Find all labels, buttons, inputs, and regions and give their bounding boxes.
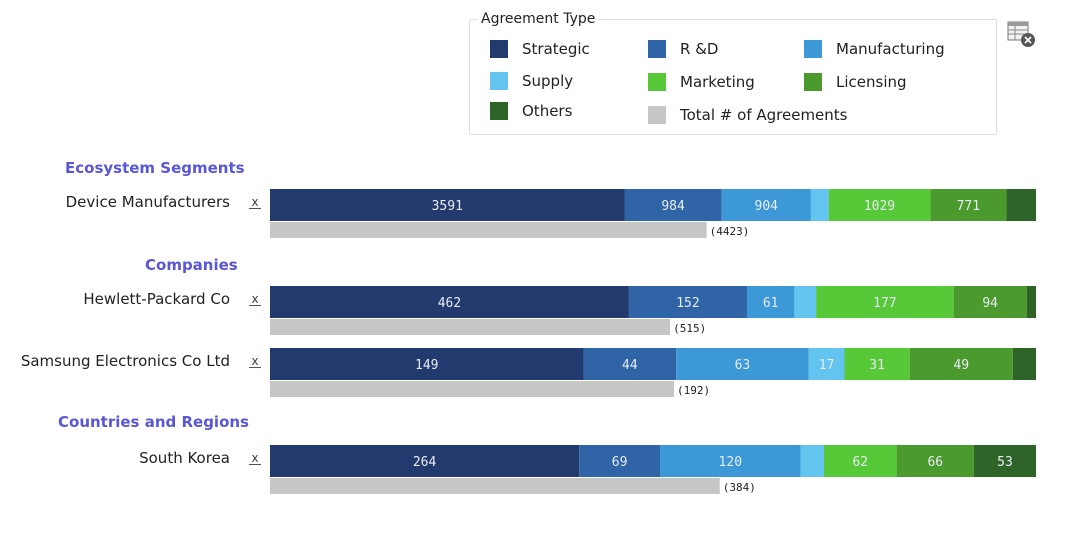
legend-label: Total # of Agreements bbox=[680, 106, 848, 124]
remove-row-button[interactable]: x bbox=[249, 293, 261, 306]
bar-segment[interactable] bbox=[270, 189, 625, 221]
bar-value-label: 3591 bbox=[432, 199, 463, 214]
legend-swatch bbox=[804, 73, 822, 91]
bar-value-label: 61 bbox=[763, 296, 779, 311]
legend-item-strategic[interactable]: Strategic bbox=[490, 40, 590, 58]
legend-item-supply[interactable]: Supply bbox=[490, 72, 573, 90]
bar-segment[interactable] bbox=[794, 286, 817, 318]
bar-value-label: 177 bbox=[873, 296, 896, 311]
bar-segment[interactable] bbox=[844, 348, 910, 380]
bar-value-label: 771 bbox=[957, 199, 980, 214]
row-label-device-manufacturers: Device Manufacturers bbox=[65, 193, 230, 211]
bar-value-label: 66 bbox=[927, 455, 943, 470]
legend: Agreement Type Strategic R &D Manufactur… bbox=[469, 11, 997, 135]
remove-row-button[interactable]: x bbox=[249, 355, 261, 368]
legend-item-licensing[interactable]: Licensing bbox=[804, 73, 907, 91]
total-agreements-label: (515) bbox=[673, 322, 706, 335]
row-label-hewlett-packard: Hewlett-Packard Co bbox=[83, 290, 230, 308]
row-label-south-korea: South Korea bbox=[139, 449, 230, 467]
legend-swatch bbox=[648, 40, 666, 58]
bar-segment[interactable] bbox=[828, 189, 931, 221]
legend-item-others[interactable]: Others bbox=[490, 102, 572, 120]
bar-segment[interactable] bbox=[270, 348, 584, 380]
bar-segment[interactable] bbox=[909, 348, 1013, 380]
section-heading-companies: Companies bbox=[145, 256, 238, 274]
bar-value-label: 31 bbox=[869, 358, 885, 373]
legend-title: Agreement Type bbox=[478, 11, 599, 27]
remove-row-button[interactable]: x bbox=[249, 196, 261, 209]
bar-segment[interactable] bbox=[800, 445, 825, 477]
bar-segment[interactable] bbox=[1006, 189, 1036, 221]
total-agreements-bar[interactable] bbox=[270, 319, 671, 335]
row-label-samsung: Samsung Electronics Co Ltd bbox=[20, 352, 230, 370]
bar-value-label: 120 bbox=[719, 455, 742, 470]
legend-label: R &D bbox=[680, 40, 719, 58]
total-agreements-label: (192) bbox=[677, 384, 710, 397]
bar-segment[interactable] bbox=[579, 445, 661, 477]
remove-row-button[interactable]: x bbox=[249, 452, 261, 465]
bar-value-label: 44 bbox=[622, 358, 638, 373]
legend-swatch bbox=[648, 106, 666, 124]
total-agreements-label: (384) bbox=[723, 481, 756, 494]
bar-value-label: 152 bbox=[676, 296, 699, 311]
section-heading-ecosystem: Ecosystem Segments bbox=[65, 159, 245, 177]
bar-value-label: 94 bbox=[982, 296, 998, 311]
legend-item-total[interactable]: Total # of Agreements bbox=[648, 106, 847, 124]
legend-swatch bbox=[490, 102, 508, 120]
bar-segment[interactable] bbox=[583, 348, 677, 380]
bar-segment[interactable] bbox=[896, 445, 974, 477]
bar-value-label: 904 bbox=[755, 199, 779, 214]
legend-item-marketing[interactable]: Marketing bbox=[648, 73, 755, 91]
legend-label: Supply bbox=[522, 72, 574, 90]
total-agreements-bar[interactable] bbox=[270, 381, 675, 397]
bar-segment[interactable] bbox=[808, 348, 845, 380]
bar-segment[interactable] bbox=[624, 189, 722, 221]
bar-value-label: 149 bbox=[415, 358, 438, 373]
bar-segment[interactable] bbox=[1012, 348, 1036, 380]
bar-segment[interactable] bbox=[747, 286, 795, 318]
legend-label: Strategic bbox=[522, 40, 590, 58]
legend-swatch bbox=[490, 72, 508, 90]
total-agreements-bar[interactable] bbox=[270, 478, 720, 494]
bar-segment[interactable] bbox=[660, 445, 801, 477]
legend-label: Marketing bbox=[680, 73, 755, 91]
legend-item-manufacturing[interactable]: Manufacturing bbox=[804, 40, 945, 58]
total-agreements-bar[interactable] bbox=[270, 222, 707, 238]
legend-swatch bbox=[804, 40, 822, 58]
legend-label: Manufacturing bbox=[836, 40, 945, 58]
table-close-icon[interactable] bbox=[1006, 20, 1038, 50]
bar-segment[interactable] bbox=[973, 445, 1036, 477]
bar-segment[interactable] bbox=[824, 445, 897, 477]
bar-segment[interactable] bbox=[721, 189, 811, 221]
bar-value-label: 1029 bbox=[864, 199, 895, 214]
bar-segment[interactable] bbox=[816, 286, 954, 318]
section-heading-countries: Countries and Regions bbox=[58, 413, 249, 431]
bar-value-label: 53 bbox=[997, 455, 1013, 470]
bar-value-label: 264 bbox=[413, 455, 437, 470]
bar-segment[interactable] bbox=[930, 189, 1007, 221]
legend-label: Others bbox=[522, 102, 573, 120]
bar-value-label: 62 bbox=[852, 455, 868, 470]
bar-value-label: 17 bbox=[819, 358, 835, 373]
bar-value-label: 462 bbox=[438, 296, 461, 311]
bar-segment[interactable] bbox=[676, 348, 809, 380]
bar-segment[interactable] bbox=[270, 445, 580, 477]
bar-segment[interactable] bbox=[810, 189, 829, 221]
bar-value-label: 63 bbox=[735, 358, 751, 373]
bar-value-label: 49 bbox=[953, 358, 969, 373]
bar-value-label: 69 bbox=[612, 455, 628, 470]
legend-label: Licensing bbox=[836, 73, 907, 91]
legend-item-rd[interactable]: R &D bbox=[648, 40, 718, 58]
legend-swatch bbox=[648, 73, 666, 91]
bar-segment[interactable] bbox=[270, 286, 629, 318]
bar-segment[interactable] bbox=[953, 286, 1027, 318]
legend-swatch bbox=[490, 40, 508, 58]
bar-segment[interactable] bbox=[628, 286, 748, 318]
total-agreements-label: (4423) bbox=[710, 225, 750, 238]
bar-value-label: 984 bbox=[661, 199, 685, 214]
bar-segment[interactable] bbox=[1026, 286, 1036, 318]
